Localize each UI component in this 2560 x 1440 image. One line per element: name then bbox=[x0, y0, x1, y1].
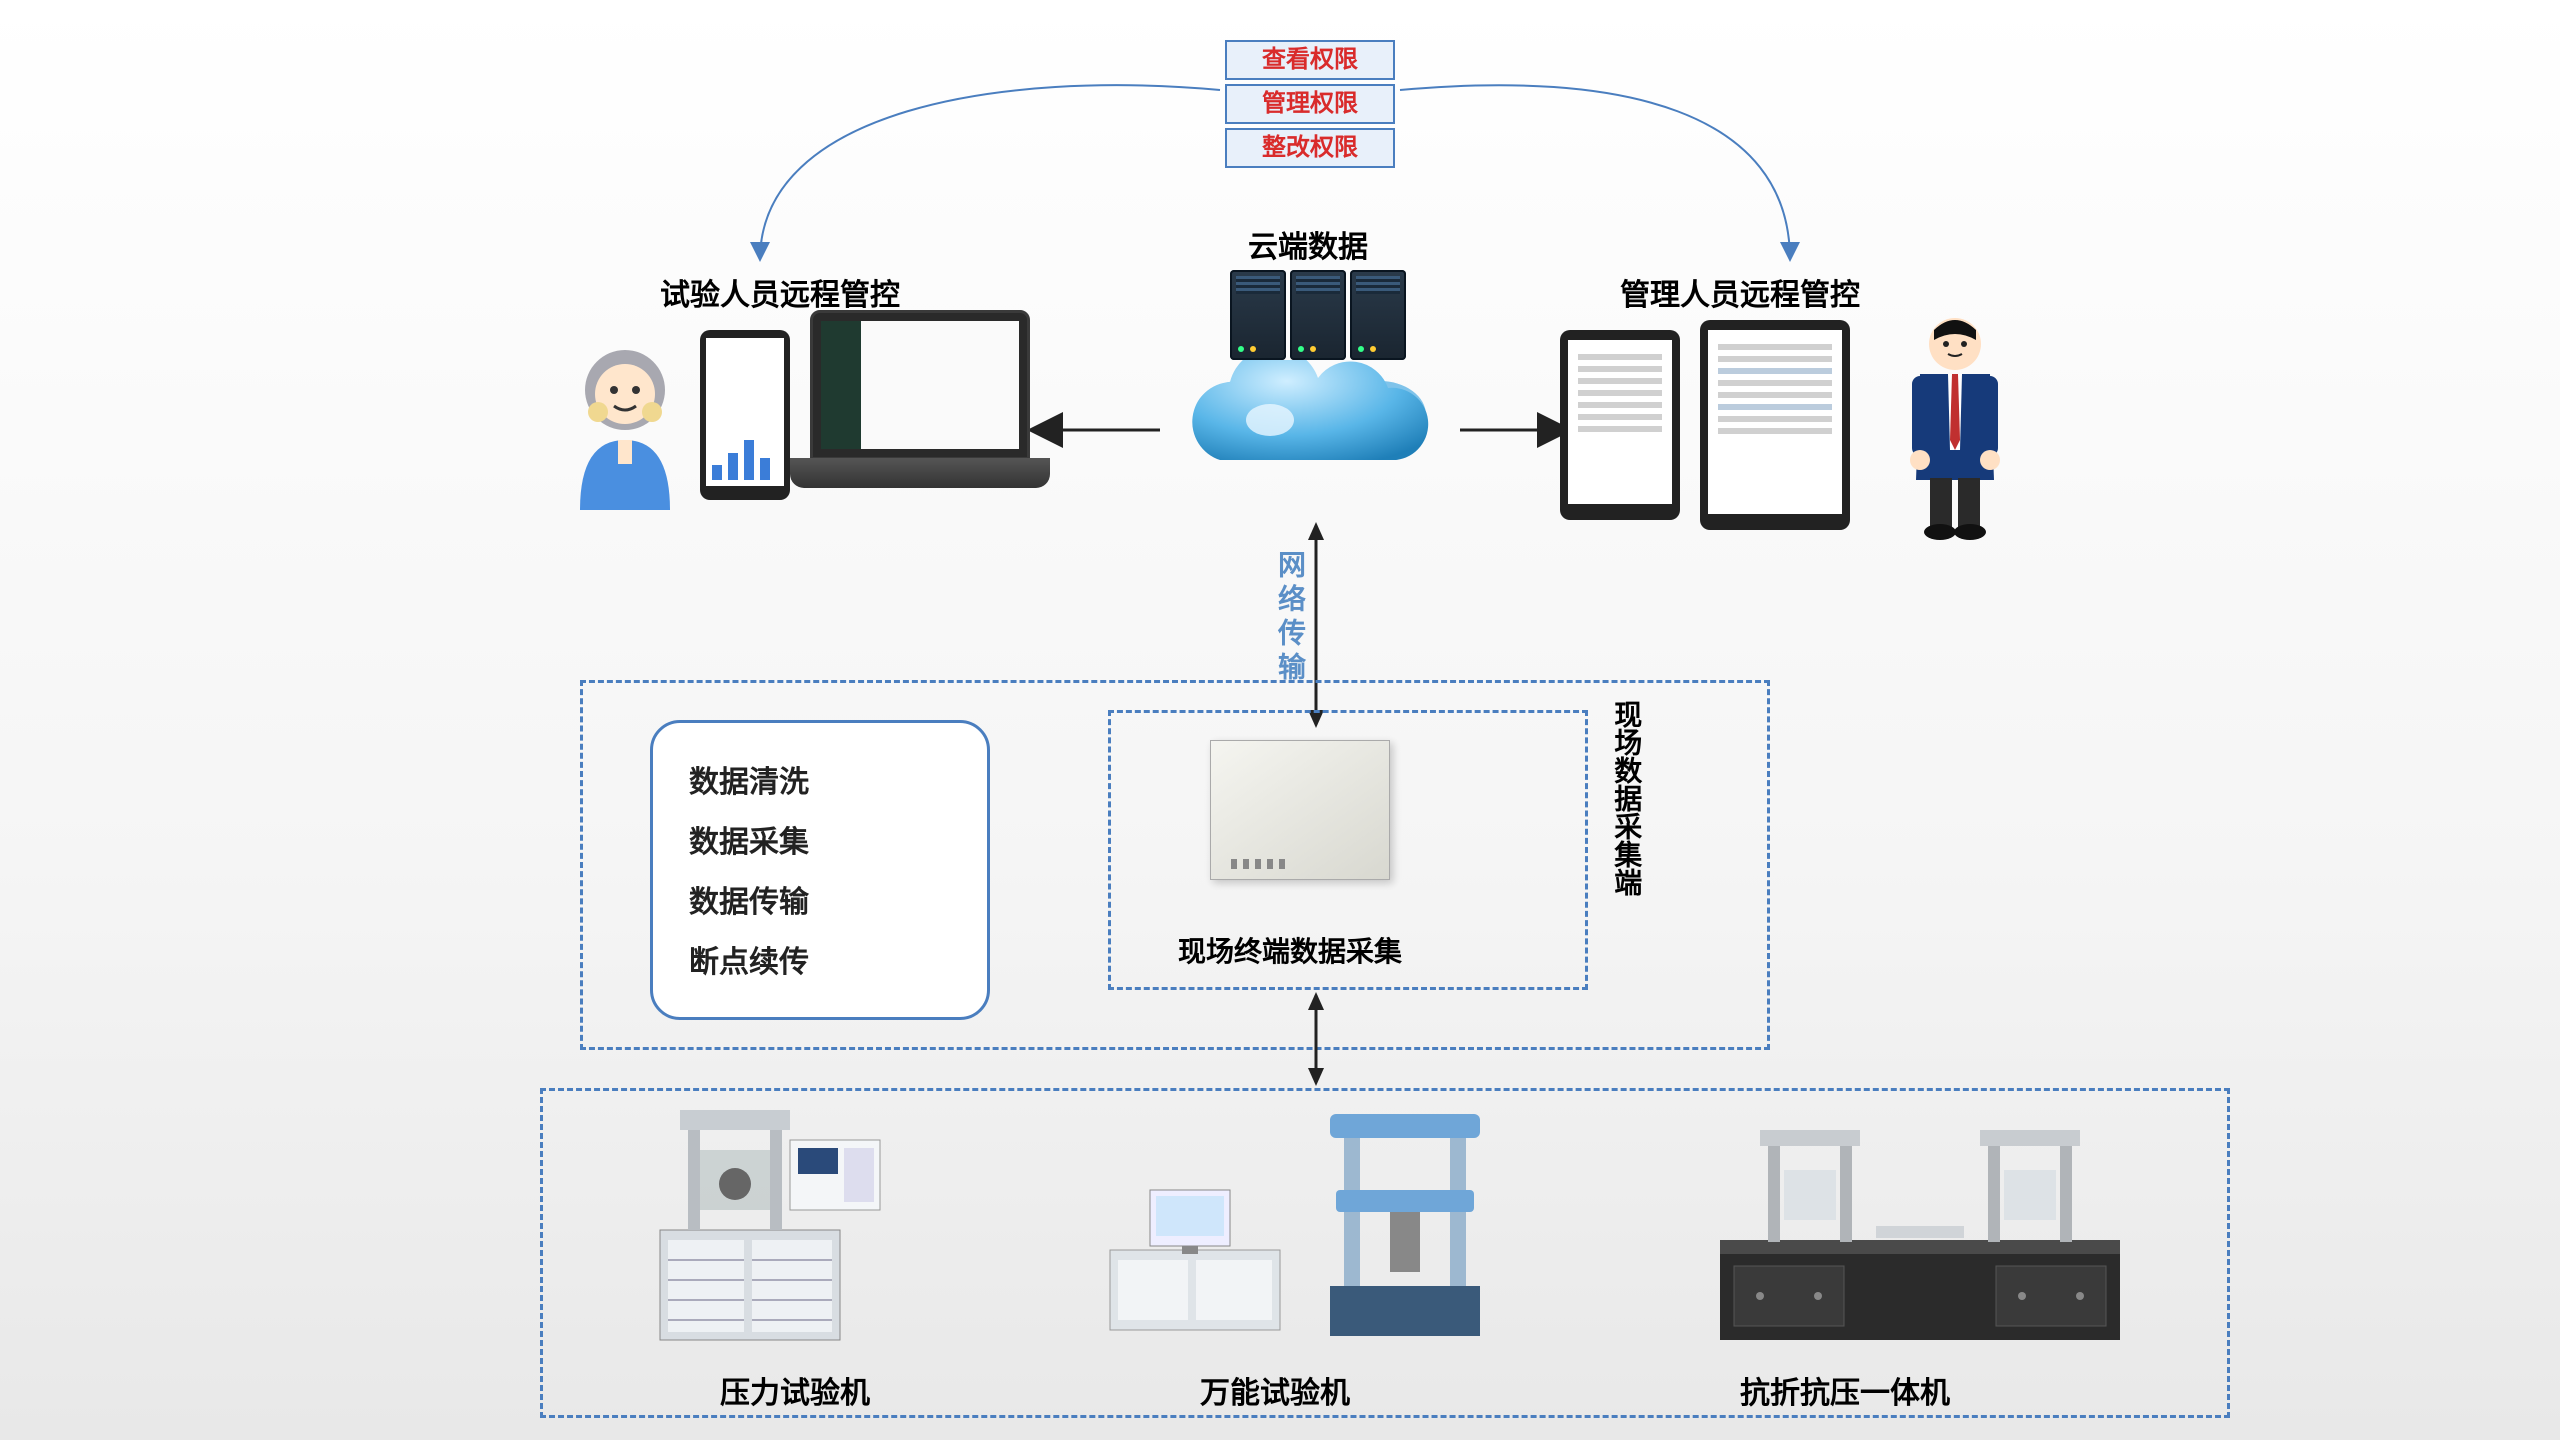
tester-phone-icon bbox=[700, 330, 790, 500]
manager-tablet-2-icon bbox=[1700, 320, 1850, 530]
combined-machine-icon bbox=[1700, 1100, 2140, 1350]
feature-collect: 数据采集 bbox=[689, 813, 951, 873]
system-architecture-diagram: 查看权限 管理权限 整改权限 云端数据 bbox=[0, 0, 2560, 1440]
feature-clean: 数据清洗 bbox=[689, 753, 951, 813]
manager-remote-block bbox=[1560, 310, 2020, 550]
data-features-box: 数据清洗 数据采集 数据传输 断点续传 bbox=[650, 720, 990, 1020]
pressure-machine-label: 压力试验机 bbox=[720, 1368, 870, 1412]
combined-machine-label: 抗折抗压一体机 bbox=[1740, 1368, 1950, 1412]
pressure-machine-icon bbox=[640, 1100, 900, 1350]
tester-remote-block bbox=[560, 310, 1020, 550]
terminal-title: 现场终端数据采集 bbox=[1178, 930, 1402, 970]
tester-laptop-icon bbox=[790, 310, 1050, 510]
feature-resume: 断点续传 bbox=[689, 933, 951, 993]
feature-transfer: 数据传输 bbox=[689, 873, 951, 933]
universal-machine-icon bbox=[1100, 1100, 1500, 1350]
cloud-servers-icon bbox=[1170, 260, 1450, 520]
manager-person-icon bbox=[1890, 310, 2020, 540]
manager-tablet-1-icon bbox=[1560, 330, 1680, 520]
permission-view-badge: 查看权限 bbox=[1225, 40, 1395, 80]
permission-manage-badge: 管理权限 bbox=[1225, 84, 1395, 124]
permission-fix-badge: 整改权限 bbox=[1225, 128, 1395, 168]
network-transfer-label: 网络传输 bbox=[1270, 550, 1310, 686]
tester-person-icon bbox=[560, 340, 690, 520]
manager-title: 管理人员远程管控 bbox=[1620, 270, 1860, 314]
terminal-device-icon bbox=[1200, 740, 1400, 910]
universal-machine-label: 万能试验机 bbox=[1200, 1368, 1350, 1412]
onsite-collector-label: 现场数据采集端 bbox=[1610, 700, 1642, 896]
tester-title: 试验人员远程管控 bbox=[660, 270, 900, 314]
